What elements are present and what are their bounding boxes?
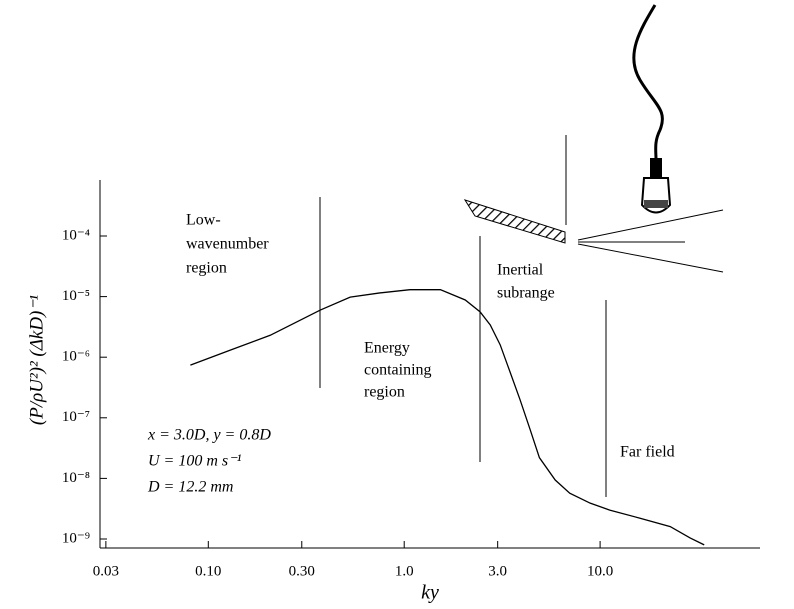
annotation-low-wavenumber: wavenumber bbox=[186, 236, 269, 253]
annotation-inertial: subrange bbox=[497, 285, 555, 302]
annotation-params: U = 100 m s⁻¹ bbox=[148, 453, 242, 470]
annotation-energy: region bbox=[364, 384, 405, 401]
y-tick-label: 10⁻⁵ bbox=[62, 288, 90, 304]
microphone bbox=[632, 4, 672, 214]
y-tick-label: 10⁻⁸ bbox=[62, 470, 90, 486]
x-tick-label: 1.0 bbox=[395, 563, 414, 579]
x-tick-label: 0.30 bbox=[289, 563, 315, 579]
sound-rays bbox=[577, 209, 724, 273]
annotation-params: x = 3.0D, y = 0.8D bbox=[147, 427, 271, 444]
annotation-params: D = 12.2 mm bbox=[147, 479, 233, 496]
y-tick-label: 10⁻⁶ bbox=[62, 349, 90, 365]
annotation-inertial: Inertial bbox=[497, 262, 544, 279]
annotation-low-wavenumber: region bbox=[186, 260, 227, 277]
y-tick-label: 10⁻⁴ bbox=[62, 227, 90, 243]
x-axis-label: ky bbox=[421, 582, 439, 604]
region-dividers bbox=[319, 135, 607, 497]
annotation-energy: Energy bbox=[364, 340, 410, 357]
annotation-energy: containing bbox=[364, 362, 432, 379]
x-tick-label: 3.0 bbox=[488, 563, 507, 579]
annotation-low-wavenumber: Low- bbox=[186, 212, 221, 229]
annotation-far-field: Far field bbox=[620, 444, 675, 461]
data-line bbox=[190, 289, 705, 546]
x-tick-label: 0.10 bbox=[195, 563, 221, 579]
y-tick-label: 10⁻⁷ bbox=[62, 409, 90, 425]
y-axis-label: (P/ρU²)² (ΔkD)⁻¹ bbox=[26, 295, 47, 426]
hatched-wedge bbox=[463, 199, 566, 244]
x-tick-label: 0.03 bbox=[93, 563, 119, 579]
y-tick-label: 10⁻⁹ bbox=[62, 530, 90, 546]
x-tick-label: 10.0 bbox=[587, 563, 613, 579]
